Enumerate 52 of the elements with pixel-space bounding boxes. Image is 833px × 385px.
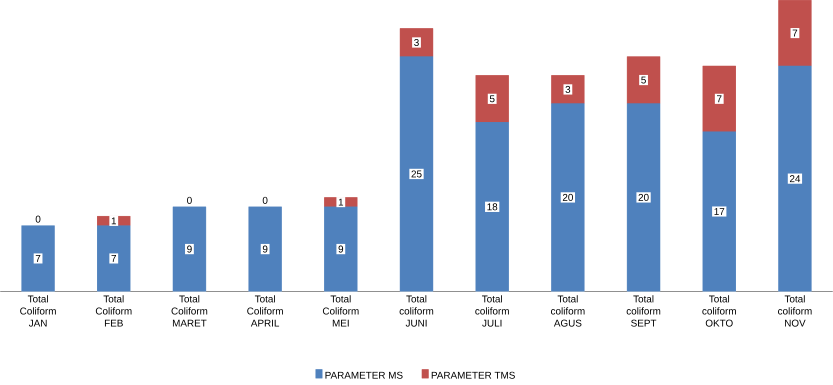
bar (626, 103, 660, 292)
bar (97, 226, 130, 292)
data-label: 25 (412, 170, 422, 178)
data-label: 7 (792, 30, 798, 37)
data-label: 20 (638, 194, 649, 202)
x-tick-label: Total Coliform APRIL (247, 295, 283, 327)
bar (778, 66, 812, 292)
bar (400, 28, 434, 57)
data-label: 7 (717, 96, 722, 102)
data-label: 1 (112, 218, 116, 224)
x-tick-label: Total coliform SEPT (626, 295, 660, 327)
data-label: 18 (487, 203, 498, 210)
data-label: 1 (338, 198, 344, 206)
data-label: 3 (414, 39, 419, 46)
bar (702, 66, 736, 132)
x-tick-label: Total Coliform JAN (20, 295, 56, 327)
data-label: 3 (566, 86, 570, 94)
data-label: 20 (562, 194, 573, 202)
data-label: 5 (490, 96, 495, 102)
data-label: 0 (262, 196, 268, 204)
bar (172, 206, 206, 292)
data-label: 0 (36, 216, 40, 223)
data-label: 0 (187, 196, 192, 204)
bar (324, 206, 358, 292)
bar (778, 0, 812, 66)
bar (475, 75, 509, 123)
bar (551, 75, 585, 104)
data-label: 9 (338, 246, 344, 253)
x-tick-label: Total coliform OKTO (702, 295, 736, 327)
data-label: 9 (262, 246, 268, 253)
bar (21, 226, 55, 292)
data-label: 9 (187, 246, 192, 253)
data-label: 5 (641, 76, 646, 84)
x-tick-label: Total Coliform MARET (172, 295, 208, 327)
x-tick-label: Total coliform NOV (778, 295, 812, 327)
bar (702, 132, 736, 292)
x-tick-label: Total Coliform MEI (322, 295, 359, 327)
data-label: 17 (714, 208, 724, 216)
data-label: 7 (36, 255, 40, 262)
legend-label: PARAMETER MS (326, 372, 403, 379)
x-tick-label: Total coliform JULI (475, 295, 509, 327)
bar (551, 103, 585, 292)
data-label: 7 (112, 255, 116, 262)
legend-label: PARAMETER TMS (432, 372, 515, 379)
x-tick-label: Total Coliform FEB (96, 295, 132, 327)
x-tick-label: Total coliform AGUS (550, 295, 585, 327)
bar (626, 56, 660, 104)
x-tick-label: Total coliform JUNI (400, 295, 434, 327)
bar (248, 206, 282, 292)
bar (475, 122, 509, 292)
data-label: 24 (790, 175, 800, 182)
bar (400, 56, 434, 292)
